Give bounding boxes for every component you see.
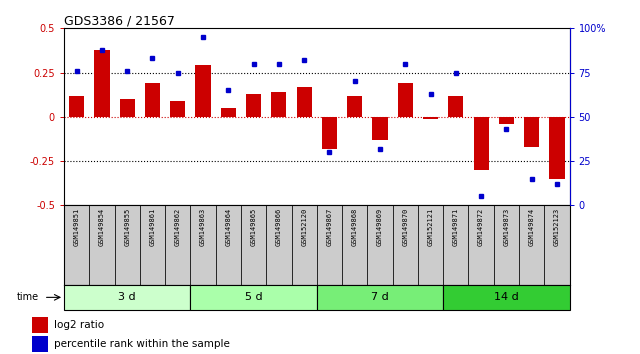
Bar bbox=[32, 317, 48, 333]
Text: GSM149869: GSM149869 bbox=[377, 208, 383, 246]
Bar bbox=[216, 205, 241, 285]
Bar bbox=[524, 117, 540, 147]
Bar bbox=[474, 117, 489, 170]
Bar bbox=[140, 205, 165, 285]
Bar bbox=[494, 205, 519, 285]
Text: GSM149871: GSM149871 bbox=[453, 208, 459, 246]
Text: GSM149862: GSM149862 bbox=[175, 208, 180, 246]
Bar bbox=[372, 117, 388, 140]
Bar bbox=[317, 285, 444, 310]
Text: 5 d: 5 d bbox=[244, 292, 262, 302]
Text: GSM149865: GSM149865 bbox=[251, 208, 257, 246]
Bar bbox=[545, 205, 570, 285]
Text: GSM149855: GSM149855 bbox=[124, 208, 130, 246]
Bar bbox=[64, 205, 90, 285]
Bar bbox=[191, 285, 317, 310]
Bar bbox=[519, 205, 545, 285]
Bar bbox=[342, 205, 367, 285]
Bar bbox=[115, 205, 140, 285]
Bar bbox=[317, 205, 342, 285]
Bar bbox=[271, 92, 287, 117]
Text: 3 d: 3 d bbox=[118, 292, 136, 302]
Text: GSM149872: GSM149872 bbox=[478, 208, 484, 246]
Bar bbox=[397, 83, 413, 117]
Bar bbox=[418, 205, 444, 285]
Text: GSM152121: GSM152121 bbox=[428, 208, 433, 246]
Bar bbox=[322, 117, 337, 149]
Bar bbox=[90, 205, 115, 285]
Text: GSM149868: GSM149868 bbox=[352, 208, 358, 246]
Text: GSM149864: GSM149864 bbox=[225, 208, 231, 246]
Bar bbox=[241, 205, 266, 285]
Text: GSM149873: GSM149873 bbox=[504, 208, 509, 246]
Bar bbox=[443, 205, 468, 285]
Bar bbox=[443, 285, 570, 310]
Bar bbox=[165, 205, 191, 285]
Bar bbox=[266, 205, 292, 285]
Bar bbox=[292, 205, 317, 285]
Text: percentile rank within the sample: percentile rank within the sample bbox=[54, 339, 230, 349]
Bar bbox=[170, 101, 186, 117]
Bar bbox=[367, 205, 393, 285]
Bar bbox=[191, 205, 216, 285]
Text: GSM149874: GSM149874 bbox=[529, 208, 534, 246]
Bar bbox=[64, 285, 191, 310]
Bar bbox=[221, 108, 236, 117]
Text: GDS3386 / 21567: GDS3386 / 21567 bbox=[64, 14, 175, 27]
Text: GSM149861: GSM149861 bbox=[150, 208, 156, 246]
Bar bbox=[120, 99, 135, 117]
Text: GSM149854: GSM149854 bbox=[99, 208, 105, 246]
Text: GSM149870: GSM149870 bbox=[403, 208, 408, 246]
Bar bbox=[32, 337, 48, 352]
Text: GSM149863: GSM149863 bbox=[200, 208, 206, 246]
Bar bbox=[246, 94, 261, 117]
Bar bbox=[195, 65, 211, 117]
Text: GSM149867: GSM149867 bbox=[326, 208, 332, 246]
Text: GSM149866: GSM149866 bbox=[276, 208, 282, 246]
Text: 7 d: 7 d bbox=[371, 292, 389, 302]
Text: GSM152123: GSM152123 bbox=[554, 208, 560, 246]
Bar bbox=[347, 96, 362, 117]
Text: log2 ratio: log2 ratio bbox=[54, 320, 104, 330]
Bar bbox=[423, 117, 438, 119]
Text: time: time bbox=[17, 292, 38, 302]
Bar bbox=[393, 205, 418, 285]
Text: GSM149851: GSM149851 bbox=[74, 208, 79, 246]
Bar bbox=[296, 87, 312, 117]
Bar bbox=[94, 50, 109, 117]
Text: 14 d: 14 d bbox=[494, 292, 519, 302]
Bar bbox=[448, 96, 463, 117]
Bar bbox=[549, 117, 564, 179]
Bar bbox=[145, 83, 160, 117]
Bar bbox=[468, 205, 494, 285]
Text: GSM152120: GSM152120 bbox=[301, 208, 307, 246]
Bar bbox=[499, 117, 514, 124]
Bar bbox=[69, 96, 84, 117]
